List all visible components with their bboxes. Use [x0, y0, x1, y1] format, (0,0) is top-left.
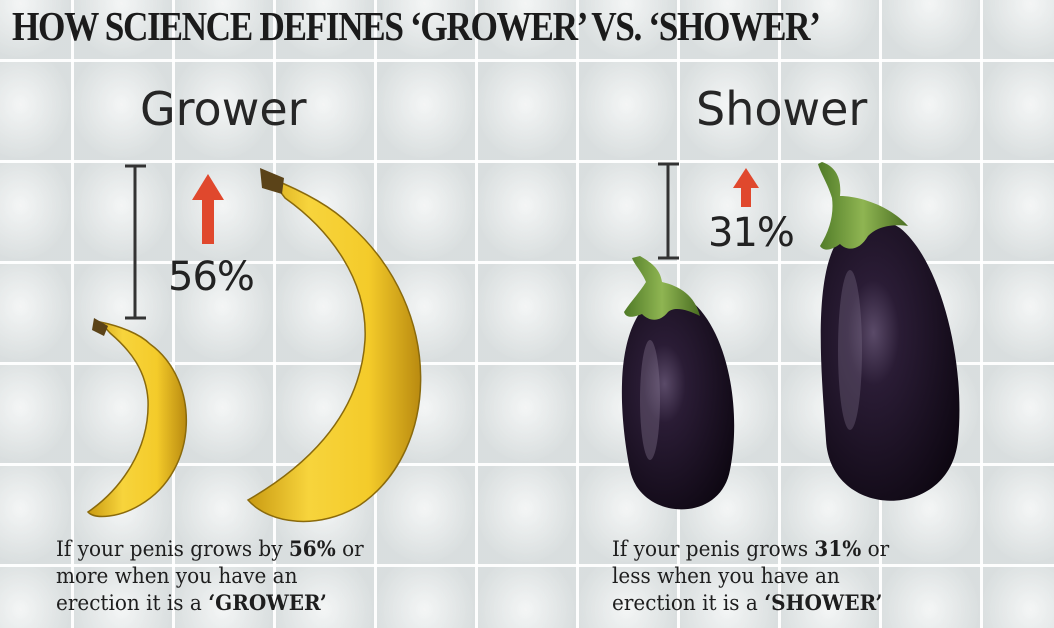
large-eggplant [818, 162, 960, 501]
grower-up-arrow-icon [192, 174, 224, 244]
grower-caption-text: or [335, 537, 364, 562]
shower-percent-label: 31% [708, 210, 795, 256]
grower-caption-line-3: erection it is a ‘GROWER’ [56, 590, 364, 617]
grower-percent-label: 56% [168, 254, 255, 300]
shower-up-arrow-icon [733, 168, 759, 207]
grower-caption-line-1: If your penis grows by 56% or [56, 536, 364, 563]
shower-caption-line-2: less when you have an [612, 564, 840, 589]
shower-size-bracket [658, 162, 679, 260]
grower-caption-line-2: more when you have an [56, 564, 298, 589]
grower-caption-percent: 56% [288, 537, 336, 562]
shower-caption-line-3: erection it is a ‘SHOWER’ [612, 590, 889, 617]
large-banana [246, 168, 422, 523]
grower-caption: If your penis grows by 56% or more when … [56, 536, 364, 617]
shower-caption-line-1: If your penis grows 31% or [612, 536, 889, 563]
grower-caption-text: erection it is a [56, 591, 209, 616]
shower-caption-percent: 31% [814, 537, 862, 562]
shower-heading: Shower [696, 82, 868, 136]
grower-heading: Grower [140, 82, 307, 136]
shower-caption-text: If your penis grows [612, 537, 815, 562]
grower-size-bracket [125, 164, 146, 320]
grower-caption-term: ‘GROWER’ [208, 591, 327, 616]
grower-caption-text: If your penis grows by [56, 537, 289, 562]
shower-caption-text: or [861, 537, 890, 562]
shower-caption: If your penis grows 31% or less when you… [612, 536, 889, 617]
small-banana [86, 318, 188, 518]
small-eggplant [621, 256, 735, 510]
page-title: HOW SCIENCE DEFINES ‘GROWER’ VS. ‘SHOWER… [12, 3, 821, 49]
shower-caption-text: erection it is a [612, 591, 765, 616]
shower-caption-term: ‘SHOWER’ [764, 591, 883, 616]
